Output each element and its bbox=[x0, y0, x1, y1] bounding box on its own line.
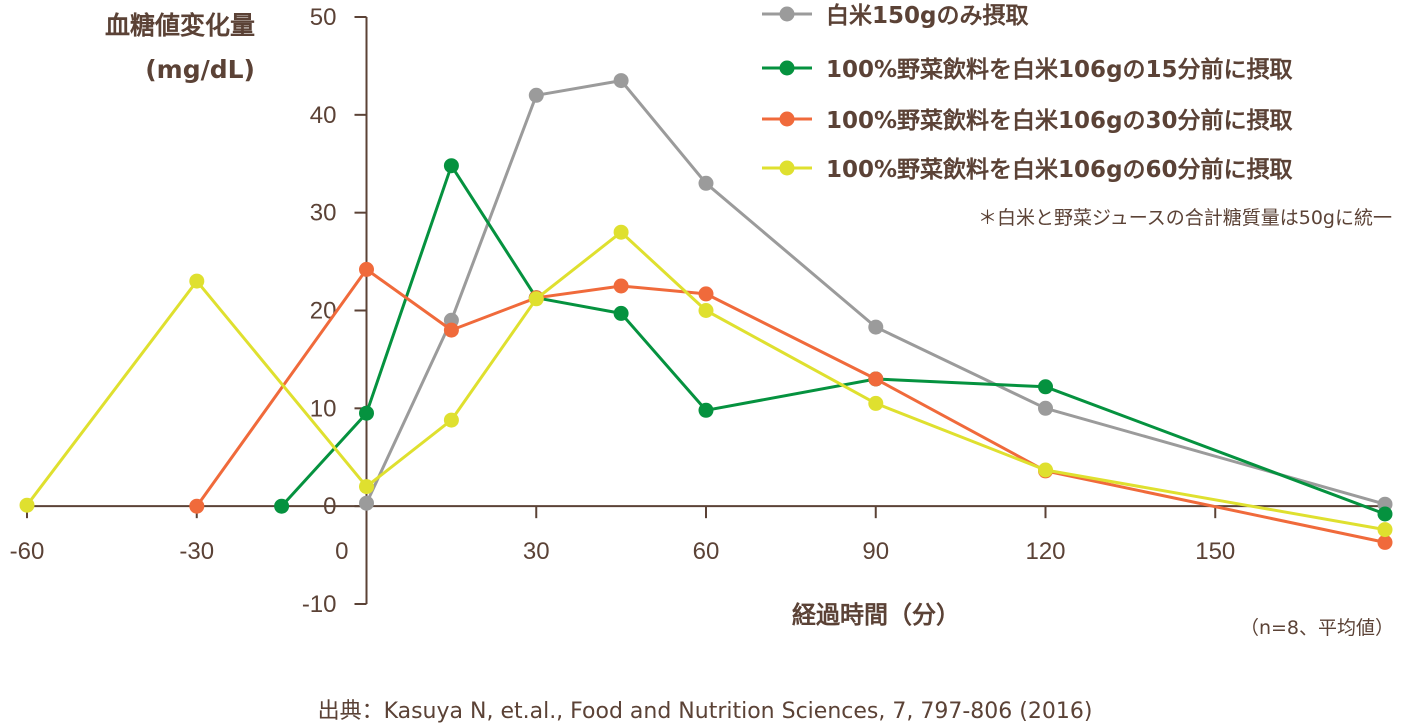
y-tick-label: 0 bbox=[323, 493, 336, 520]
data-point bbox=[698, 303, 714, 318]
source-citation: 出典：Kasuya N, et.al., Food and Nutrition … bbox=[318, 699, 1093, 724]
data-point bbox=[359, 405, 374, 421]
y-tick-label: 50 bbox=[310, 4, 337, 31]
legend-item-2: 100%野菜飲料を白米106gの15分前に摂取 bbox=[762, 56, 1293, 83]
series-line bbox=[195, 267, 1386, 544]
legend: 白米150gのみ摂取 100%野菜飲料を白米106gの15分前に摂取 100%野菜飲… bbox=[762, 2, 1293, 183]
axes: 50 40 30 20 10 0 -10 -60 -30 0 30 60 90 120 150 bbox=[10, 4, 1385, 618]
legend-label: 白米150gのみ摂取 bbox=[826, 2, 1028, 29]
data-point bbox=[443, 412, 459, 428]
series-line bbox=[25, 230, 1386, 532]
x-tick-label: 90 bbox=[862, 538, 889, 565]
y-axis-title-line2: (mg/dL) bbox=[145, 55, 255, 84]
annotation-note: ＊白米と野菜ジュースの合計糖質量は50gに統一 bbox=[978, 207, 1392, 229]
data-point bbox=[1038, 462, 1053, 478]
legend-marker bbox=[779, 60, 795, 76]
data-point bbox=[528, 87, 544, 103]
y-tick-label: 30 bbox=[310, 200, 337, 227]
x-tick-label: 120 bbox=[1025, 538, 1065, 565]
data-point bbox=[698, 175, 714, 191]
series-2 bbox=[274, 158, 1393, 522]
data-point bbox=[698, 402, 714, 418]
sample-note: （n=8、平均値） bbox=[1240, 617, 1394, 639]
x-tick-label: -30 bbox=[179, 538, 214, 565]
data-point bbox=[359, 479, 374, 495]
data-point bbox=[1377, 522, 1393, 538]
legend-item-3: 100%野菜飲料を白米106gの30分前に摂取 bbox=[762, 107, 1293, 134]
legend-item-1: 白米150gのみ摂取 bbox=[762, 2, 1028, 29]
legend-label: 100%野菜飲料を白米106gの30分前に摂取 bbox=[826, 107, 1293, 134]
data-point bbox=[868, 395, 884, 411]
x-tick-label: -60 bbox=[10, 538, 45, 565]
series-1 bbox=[359, 73, 1393, 512]
y-tick-label: 20 bbox=[310, 298, 337, 325]
data-point bbox=[698, 286, 714, 302]
data-point bbox=[528, 291, 544, 307]
data-point bbox=[19, 497, 35, 513]
x-axis-title: 経過時間（分） bbox=[792, 601, 960, 629]
data-point bbox=[1038, 400, 1053, 416]
x-tick-label: 150 bbox=[1195, 538, 1235, 565]
legend-marker bbox=[779, 6, 795, 22]
data-point bbox=[274, 498, 290, 514]
y-tick-label: -10 bbox=[302, 591, 337, 618]
legend-marker bbox=[779, 111, 795, 127]
data-point bbox=[1377, 534, 1393, 550]
data-point bbox=[359, 261, 374, 277]
x-tick-label: 0 bbox=[335, 538, 348, 565]
legend-label: 100%野菜飲料を白米106gの15分前に摂取 bbox=[826, 56, 1293, 83]
legend-item-4: 100%野菜飲料を白米106gの60分前に摂取 bbox=[762, 156, 1293, 183]
y-tick-label: 10 bbox=[310, 395, 337, 422]
data-point bbox=[189, 273, 205, 289]
data-point bbox=[613, 278, 629, 294]
x-tick-label: 30 bbox=[523, 538, 550, 565]
data-point bbox=[613, 305, 629, 321]
legend-label: 100%野菜飲料を白米106gの60分前に摂取 bbox=[826, 156, 1293, 183]
legend-marker bbox=[779, 160, 795, 176]
series-layer bbox=[19, 73, 1393, 550]
data-point bbox=[1038, 379, 1053, 395]
data-point bbox=[613, 73, 629, 89]
data-point bbox=[359, 495, 374, 511]
data-point bbox=[868, 319, 884, 335]
x-tick-label: 60 bbox=[693, 538, 720, 565]
data-point bbox=[443, 322, 459, 338]
data-point bbox=[189, 498, 205, 514]
data-point bbox=[613, 224, 629, 240]
data-point bbox=[443, 158, 459, 174]
y-tick-label: 40 bbox=[310, 102, 337, 129]
series-line bbox=[365, 79, 1386, 506]
data-point bbox=[868, 371, 884, 387]
series-4 bbox=[19, 224, 1393, 538]
y-axis-title-line1: 血糖値変化量 bbox=[105, 11, 255, 40]
data-point bbox=[1377, 506, 1393, 522]
